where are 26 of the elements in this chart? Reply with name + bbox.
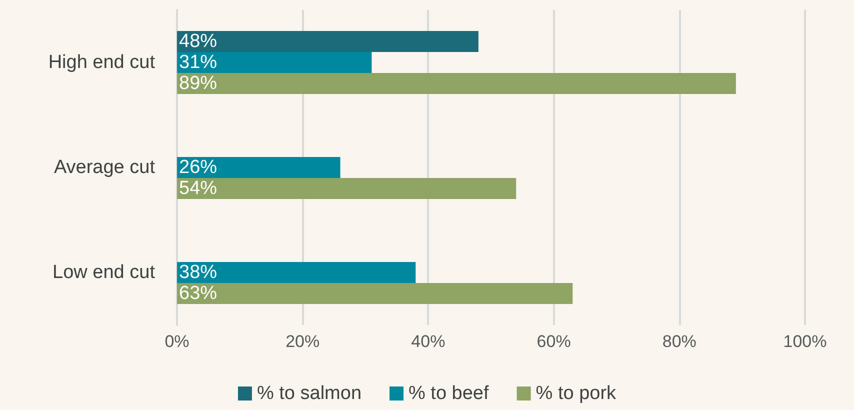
x-tick-label: 40%: [411, 332, 446, 351]
legend-label: % to beef: [408, 383, 490, 404]
bar: [177, 283, 573, 304]
legend-label: % to salmon: [256, 383, 362, 404]
y-tick-label: Average cut: [54, 157, 156, 178]
data-label: 89%: [179, 73, 218, 94]
data-label: 31%: [179, 52, 218, 73]
data-label: 26%: [179, 157, 218, 178]
y-tick-label: High end cut: [48, 52, 156, 73]
legend-label: % to pork: [536, 383, 617, 404]
x-tick-label: 0%: [164, 332, 190, 351]
data-label: 38%: [179, 262, 218, 283]
bar: [177, 157, 340, 178]
bar: [177, 178, 516, 199]
x-tick-label: 80%: [662, 332, 696, 351]
data-label: 63%: [179, 283, 218, 304]
bar: [177, 31, 478, 52]
x-tick-label: 60%: [536, 332, 571, 351]
x-tick-label: 20%: [286, 332, 320, 351]
data-label: 48%: [179, 31, 218, 52]
bar: [177, 262, 416, 283]
data-label: 54%: [179, 178, 218, 199]
x-tick-label: 100%: [783, 332, 827, 351]
y-tick-label: Low end cut: [52, 262, 156, 283]
bar: [177, 52, 372, 73]
bar: [177, 73, 736, 94]
